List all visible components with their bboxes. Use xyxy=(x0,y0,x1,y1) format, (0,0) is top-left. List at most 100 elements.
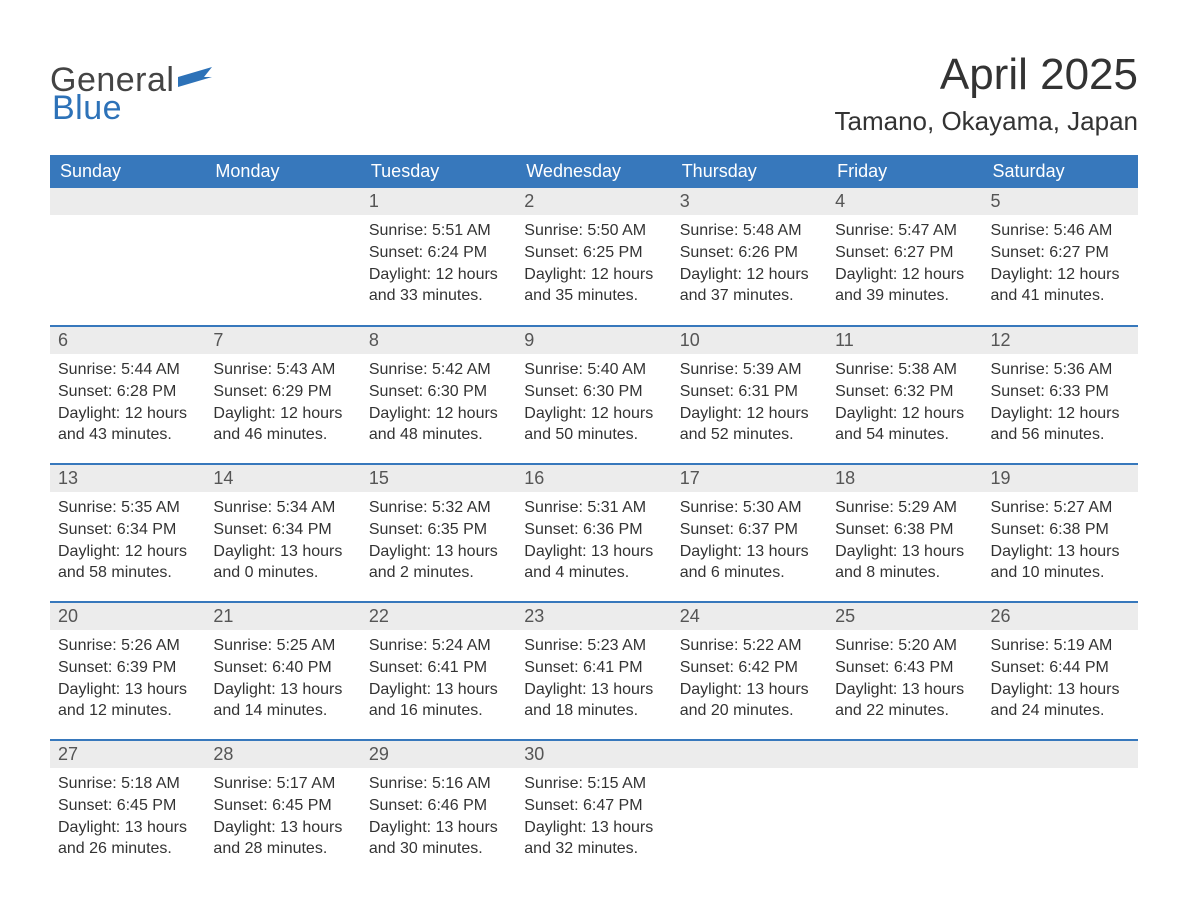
day-number: 24 xyxy=(672,603,827,630)
daylight-line-1: Daylight: 13 hours xyxy=(524,541,663,563)
day-number xyxy=(205,188,360,215)
day-number: 6 xyxy=(50,327,205,354)
day-details: Sunrise: 5:15 AMSunset: 6:47 PMDaylight:… xyxy=(516,768,671,859)
daylight-line-1: Daylight: 12 hours xyxy=(524,403,663,425)
daylight-line-1: Daylight: 12 hours xyxy=(58,403,197,425)
daylight-line-1: Daylight: 13 hours xyxy=(369,817,508,839)
day-details: Sunrise: 5:46 AMSunset: 6:27 PMDaylight:… xyxy=(983,215,1138,306)
day-details: Sunrise: 5:47 AMSunset: 6:27 PMDaylight:… xyxy=(827,215,982,306)
daylight-line-1: Daylight: 13 hours xyxy=(58,679,197,701)
weekday-header: Saturday xyxy=(983,155,1138,188)
day-details: Sunrise: 5:35 AMSunset: 6:34 PMDaylight:… xyxy=(50,492,205,583)
daylight-line-2: and 16 minutes. xyxy=(369,700,508,722)
daylight-line-1: Daylight: 12 hours xyxy=(835,403,974,425)
sunrise-line: Sunrise: 5:51 AM xyxy=(369,220,508,242)
day-details: Sunrise: 5:34 AMSunset: 6:34 PMDaylight:… xyxy=(205,492,360,583)
sunrise-line: Sunrise: 5:50 AM xyxy=(524,220,663,242)
calendar-day-cell: 13Sunrise: 5:35 AMSunset: 6:34 PMDayligh… xyxy=(50,464,205,602)
calendar-day-cell xyxy=(205,188,360,326)
weekday-header-row: Sunday Monday Tuesday Wednesday Thursday… xyxy=(50,155,1138,188)
sunrise-line: Sunrise: 5:29 AM xyxy=(835,497,974,519)
calendar-day-cell: 15Sunrise: 5:32 AMSunset: 6:35 PMDayligh… xyxy=(361,464,516,602)
sunset-line: Sunset: 6:44 PM xyxy=(991,657,1130,679)
day-details: Sunrise: 5:23 AMSunset: 6:41 PMDaylight:… xyxy=(516,630,671,721)
day-details: Sunrise: 5:48 AMSunset: 6:26 PMDaylight:… xyxy=(672,215,827,306)
sunrise-line: Sunrise: 5:16 AM xyxy=(369,773,508,795)
day-number xyxy=(672,741,827,768)
sunrise-line: Sunrise: 5:20 AM xyxy=(835,635,974,657)
day-number: 5 xyxy=(983,188,1138,215)
daylight-line-1: Daylight: 13 hours xyxy=(213,817,352,839)
calendar-day-cell: 25Sunrise: 5:20 AMSunset: 6:43 PMDayligh… xyxy=(827,602,982,740)
sunset-line: Sunset: 6:40 PM xyxy=(213,657,352,679)
daylight-line-1: Daylight: 12 hours xyxy=(680,264,819,286)
sunset-line: Sunset: 6:45 PM xyxy=(213,795,352,817)
daylight-line-1: Daylight: 12 hours xyxy=(991,264,1130,286)
daylight-line-2: and 2 minutes. xyxy=(369,562,508,584)
weekday-header: Thursday xyxy=(672,155,827,188)
daylight-line-1: Daylight: 13 hours xyxy=(835,541,974,563)
calendar-day-cell: 8Sunrise: 5:42 AMSunset: 6:30 PMDaylight… xyxy=(361,326,516,464)
daylight-line-2: and 22 minutes. xyxy=(835,700,974,722)
daylight-line-1: Daylight: 13 hours xyxy=(524,817,663,839)
day-number: 17 xyxy=(672,465,827,492)
daylight-line-1: Daylight: 12 hours xyxy=(680,403,819,425)
calendar-day-cell: 3Sunrise: 5:48 AMSunset: 6:26 PMDaylight… xyxy=(672,188,827,326)
daylight-line-1: Daylight: 13 hours xyxy=(213,679,352,701)
day-details xyxy=(672,768,827,773)
day-details: Sunrise: 5:36 AMSunset: 6:33 PMDaylight:… xyxy=(983,354,1138,445)
calendar-day-cell: 23Sunrise: 5:23 AMSunset: 6:41 PMDayligh… xyxy=(516,602,671,740)
daylight-line-2: and 12 minutes. xyxy=(58,700,197,722)
sunrise-line: Sunrise: 5:47 AM xyxy=(835,220,974,242)
calendar-week-row: 13Sunrise: 5:35 AMSunset: 6:34 PMDayligh… xyxy=(50,464,1138,602)
day-details: Sunrise: 5:32 AMSunset: 6:35 PMDaylight:… xyxy=(361,492,516,583)
calendar-day-cell: 27Sunrise: 5:18 AMSunset: 6:45 PMDayligh… xyxy=(50,740,205,878)
day-number xyxy=(50,188,205,215)
weekday-header: Monday xyxy=(205,155,360,188)
daylight-line-2: and 20 minutes. xyxy=(680,700,819,722)
day-details: Sunrise: 5:25 AMSunset: 6:40 PMDaylight:… xyxy=(205,630,360,721)
day-details xyxy=(827,768,982,773)
sunset-line: Sunset: 6:45 PM xyxy=(58,795,197,817)
heading-block: April 2025 Tamano, Okayama, Japan xyxy=(835,50,1139,137)
day-number: 7 xyxy=(205,327,360,354)
day-number: 18 xyxy=(827,465,982,492)
sunset-line: Sunset: 6:39 PM xyxy=(58,657,197,679)
brand-logo: General Blue xyxy=(50,50,212,125)
day-number: 12 xyxy=(983,327,1138,354)
day-number: 30 xyxy=(516,741,671,768)
sunset-line: Sunset: 6:25 PM xyxy=(524,242,663,264)
weekday-header: Tuesday xyxy=(361,155,516,188)
calendar-day-cell xyxy=(672,740,827,878)
day-details: Sunrise: 5:26 AMSunset: 6:39 PMDaylight:… xyxy=(50,630,205,721)
sunrise-line: Sunrise: 5:27 AM xyxy=(991,497,1130,519)
sunset-line: Sunset: 6:41 PM xyxy=(369,657,508,679)
daylight-line-1: Daylight: 12 hours xyxy=(524,264,663,286)
calendar-day-cell: 26Sunrise: 5:19 AMSunset: 6:44 PMDayligh… xyxy=(983,602,1138,740)
daylight-line-2: and 32 minutes. xyxy=(524,838,663,860)
sunrise-line: Sunrise: 5:42 AM xyxy=(369,359,508,381)
sunset-line: Sunset: 6:38 PM xyxy=(991,519,1130,541)
day-details: Sunrise: 5:44 AMSunset: 6:28 PMDaylight:… xyxy=(50,354,205,445)
sunrise-line: Sunrise: 5:39 AM xyxy=(680,359,819,381)
day-number: 23 xyxy=(516,603,671,630)
calendar-day-cell: 29Sunrise: 5:16 AMSunset: 6:46 PMDayligh… xyxy=(361,740,516,878)
day-number: 11 xyxy=(827,327,982,354)
day-number: 21 xyxy=(205,603,360,630)
calendar-day-cell: 30Sunrise: 5:15 AMSunset: 6:47 PMDayligh… xyxy=(516,740,671,878)
calendar-week-row: 20Sunrise: 5:26 AMSunset: 6:39 PMDayligh… xyxy=(50,602,1138,740)
sunrise-line: Sunrise: 5:40 AM xyxy=(524,359,663,381)
sunrise-line: Sunrise: 5:15 AM xyxy=(524,773,663,795)
calendar-day-cell: 11Sunrise: 5:38 AMSunset: 6:32 PMDayligh… xyxy=(827,326,982,464)
calendar-day-cell: 14Sunrise: 5:34 AMSunset: 6:34 PMDayligh… xyxy=(205,464,360,602)
day-details: Sunrise: 5:27 AMSunset: 6:38 PMDaylight:… xyxy=(983,492,1138,583)
calendar-page: General Blue April 2025 Tamano, Okayama,… xyxy=(0,0,1188,918)
calendar-week-row: 1Sunrise: 5:51 AMSunset: 6:24 PMDaylight… xyxy=(50,188,1138,326)
daylight-line-2: and 37 minutes. xyxy=(680,285,819,307)
sunrise-line: Sunrise: 5:32 AM xyxy=(369,497,508,519)
calendar-week-row: 6Sunrise: 5:44 AMSunset: 6:28 PMDaylight… xyxy=(50,326,1138,464)
sunset-line: Sunset: 6:37 PM xyxy=(680,519,819,541)
day-details: Sunrise: 5:18 AMSunset: 6:45 PMDaylight:… xyxy=(50,768,205,859)
day-number: 9 xyxy=(516,327,671,354)
daylight-line-1: Daylight: 13 hours xyxy=(213,541,352,563)
